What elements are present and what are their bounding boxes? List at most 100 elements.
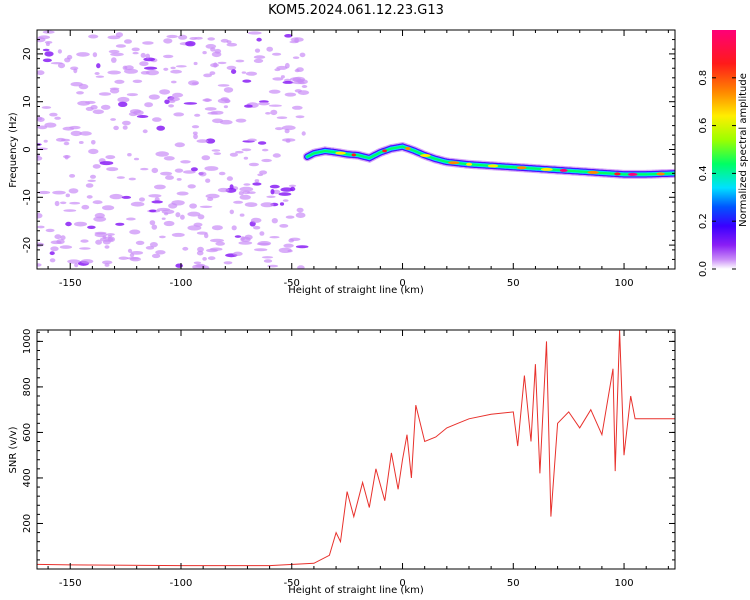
y-tick-label: -20: [22, 237, 33, 253]
noise-speckle: [74, 262, 79, 268]
noise-speckle: [98, 92, 112, 96]
noise-speckle: [151, 200, 163, 204]
colorbar-tick-label: 0.2: [698, 213, 709, 229]
noise-speckle: [44, 51, 54, 57]
snr-xlabel: Height of straight line (km): [288, 585, 424, 596]
noise-speckle: [114, 79, 125, 84]
noise-speckles: [37, 30, 310, 269]
noise-speckle: [144, 66, 158, 70]
noise-speckle: [37, 263, 42, 267]
noise-speckle: [288, 238, 295, 243]
noise-speckle: [226, 40, 232, 44]
noise-speckle: [130, 251, 144, 255]
noise-speckle: [54, 116, 61, 120]
noise-speckle: [130, 201, 145, 207]
noise-speckle: [194, 36, 203, 40]
noise-speckle: [85, 106, 94, 111]
noise-speckle: [118, 256, 129, 260]
noise-speckle: [211, 225, 223, 231]
noise-speckle: [287, 249, 293, 253]
noise-speckle: [295, 115, 305, 119]
signal-peak: [487, 164, 499, 168]
noise-speckle: [229, 184, 234, 190]
noise-speckle: [118, 101, 128, 108]
noise-speckle: [68, 188, 79, 194]
noise-speckle: [269, 184, 280, 189]
noise-speckle: [176, 191, 189, 196]
noise-speckle: [99, 161, 114, 166]
noise-speckle: [231, 69, 237, 74]
noise-speckle: [270, 109, 278, 116]
noise-speckle: [280, 75, 285, 79]
noise-speckle: [145, 53, 150, 59]
noise-speckle: [265, 112, 271, 115]
noise-speckle: [281, 125, 296, 131]
x-tick-label: 0: [399, 578, 405, 589]
noise-speckle: [187, 225, 202, 231]
noise-speckle: [180, 214, 185, 220]
noise-speckle: [295, 212, 306, 218]
noise-speckle: [239, 213, 245, 217]
noise-speckle: [279, 202, 285, 206]
noise-speckle: [197, 214, 205, 220]
noise-speckle: [56, 239, 65, 245]
colorbar-tick-label: 0.0: [698, 261, 709, 277]
noise-speckle: [163, 67, 169, 71]
x-tick-label: -100: [170, 578, 193, 589]
noise-speckle: [206, 248, 218, 253]
noise-speckle: [241, 71, 247, 74]
noise-speckle: [268, 89, 281, 94]
noise-speckle: [81, 204, 90, 210]
signal-peak: [420, 154, 431, 157]
noise-speckle: [163, 156, 175, 161]
noise-speckle: [136, 115, 149, 118]
noise-speckle: [292, 81, 305, 85]
noise-speckle: [37, 70, 45, 76]
noise-speckle: [149, 220, 156, 226]
noise-speckle: [168, 96, 180, 102]
noise-speckle: [217, 61, 227, 65]
noise-speckle: [45, 228, 55, 233]
y-tick-label: 0: [22, 146, 33, 152]
noise-speckle: [202, 98, 212, 102]
noise-speckle: [187, 211, 201, 217]
noise-speckle: [43, 139, 48, 143]
noise-speckle: [129, 257, 141, 262]
noise-speckle: [163, 38, 173, 44]
noise-speckle: [187, 184, 196, 189]
noise-speckle: [211, 51, 222, 58]
noise-speckle: [215, 241, 225, 246]
noise-speckle: [65, 221, 72, 227]
signal-peak: [627, 172, 638, 176]
noise-speckle: [247, 31, 262, 35]
noise-speckle: [63, 141, 70, 146]
noise-speckle: [164, 99, 170, 105]
noise-speckle: [189, 203, 198, 209]
noise-speckle: [250, 217, 262, 223]
noise-speckle: [289, 40, 299, 44]
noise-speckle: [254, 248, 268, 252]
noise-speckle: [174, 142, 185, 148]
noise-speckle: [70, 130, 82, 137]
noise-speckle: [42, 48, 50, 52]
spectrogram-xlabel: Height of straight line (km): [288, 285, 424, 296]
noise-speckle: [87, 179, 96, 182]
signal-peak: [382, 149, 387, 153]
noise-speckle: [243, 183, 251, 186]
snr-x-ticks: -150 -100 -50 0 50 100: [47, 330, 669, 589]
noise-speckle: [267, 264, 279, 268]
noise-speckle: [204, 107, 217, 111]
noise-speckle: [301, 85, 308, 88]
noise-speckle: [64, 155, 69, 160]
noise-speckle: [266, 46, 274, 52]
snr-ylabel: SNR (v/v): [8, 426, 19, 473]
noise-speckle: [239, 194, 251, 200]
signal-peak: [540, 167, 553, 171]
noise-speckle: [292, 56, 300, 59]
noise-speckle: [129, 229, 141, 235]
signal-peak: [351, 153, 356, 157]
signal-peak: [516, 166, 527, 170]
noise-speckle: [142, 41, 154, 45]
noise-speckle: [74, 221, 87, 227]
